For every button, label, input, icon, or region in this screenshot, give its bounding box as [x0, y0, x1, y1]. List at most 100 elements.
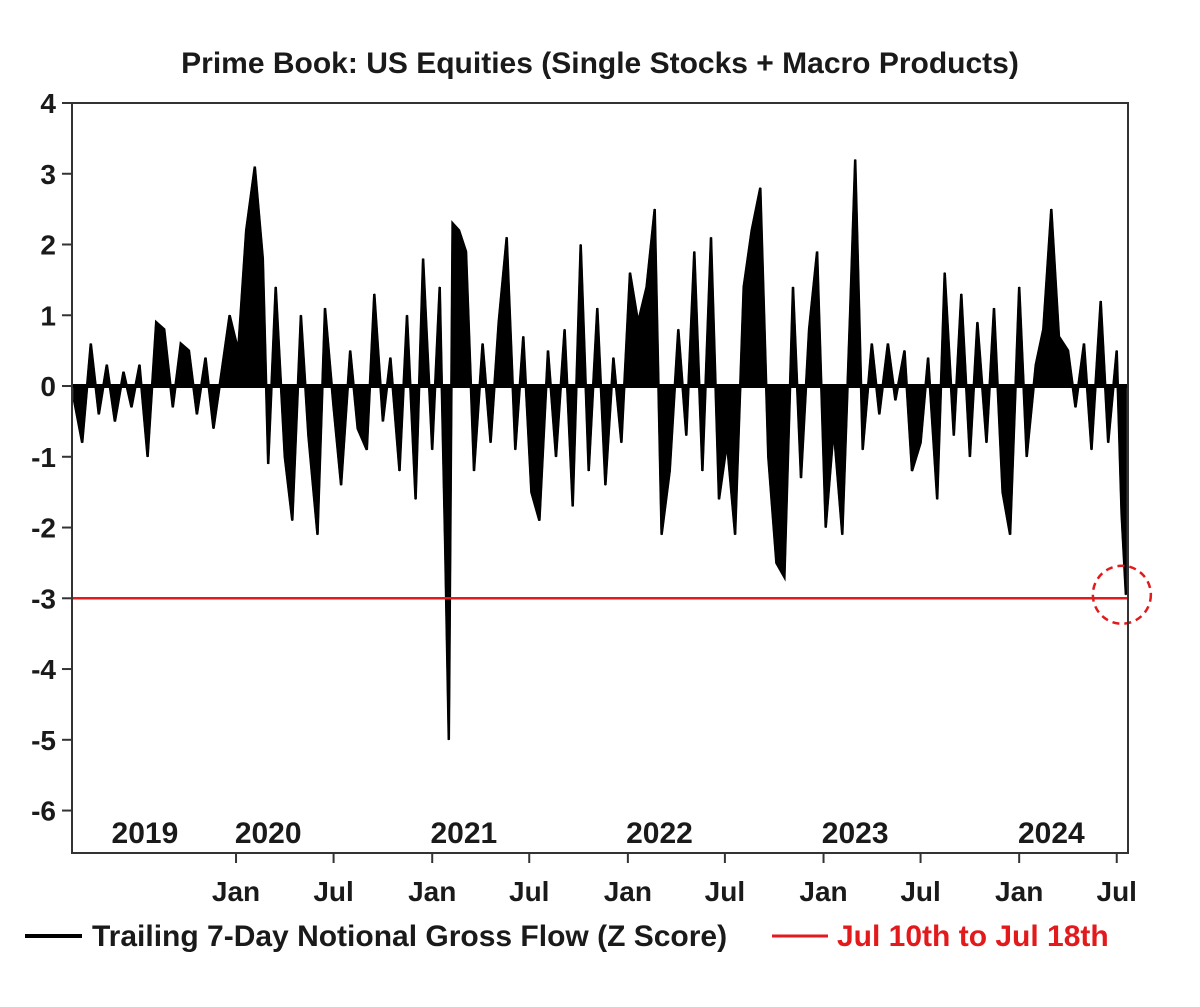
data-point — [131, 406, 132, 408]
legend-label-reference: Jul 10th to Jul 18th — [837, 920, 1109, 953]
plot-frame — [71, 102, 1129, 854]
data-point — [825, 527, 827, 528]
data-point — [90, 343, 92, 345]
data-point — [275, 286, 277, 288]
data-point — [444, 541, 446, 543]
data-point — [646, 286, 648, 288]
data-point — [538, 520, 540, 521]
data-point — [1107, 442, 1109, 444]
data-point — [1091, 449, 1092, 451]
data-point — [878, 413, 880, 415]
data-point — [291, 520, 293, 521]
x-tick-label: Jul — [509, 876, 549, 907]
data-point — [196, 413, 198, 415]
y-tick-label: 1 — [40, 300, 56, 331]
data-point — [685, 435, 687, 436]
data-point — [976, 321, 978, 323]
data-point — [490, 442, 492, 444]
data-point — [262, 258, 264, 260]
x-tick-label: Jan — [604, 876, 652, 907]
data-point — [205, 357, 206, 359]
data-point — [833, 428, 835, 429]
data-point — [1121, 512, 1123, 514]
year-label: 2023 — [822, 817, 889, 850]
data-point — [1002, 491, 1004, 493]
data-point — [406, 314, 408, 316]
data-point — [188, 350, 190, 352]
data-point — [775, 562, 777, 564]
data-point — [1058, 336, 1060, 337]
data-point — [357, 428, 359, 429]
y-tick-label: -3 — [31, 583, 56, 614]
data-point — [612, 357, 614, 359]
data-point — [854, 159, 856, 161]
x-tick-label: Jul — [705, 876, 745, 907]
data-point — [808, 328, 810, 330]
data-point — [1009, 534, 1011, 536]
data-point — [841, 534, 843, 536]
year-label: 2020 — [235, 817, 302, 850]
data-point — [498, 321, 500, 323]
data-point — [759, 187, 761, 189]
chart-title: Prime Book: US Equities (Single Stocks +… — [181, 47, 1019, 80]
data-point — [816, 251, 818, 253]
data-point — [993, 307, 995, 309]
data-point — [366, 449, 368, 451]
data-point — [415, 498, 417, 500]
data-point — [1075, 406, 1076, 408]
data-point — [382, 420, 384, 422]
data-point — [448, 739, 450, 741]
data-point — [439, 286, 441, 288]
data-point — [953, 435, 955, 436]
highlight-circle — [1091, 564, 1153, 625]
data-point — [751, 229, 753, 231]
year-label: 2022 — [626, 817, 693, 850]
data-point — [637, 321, 639, 323]
data-point — [307, 435, 309, 436]
data-point — [349, 350, 351, 352]
data-point — [800, 477, 802, 479]
data-point — [547, 350, 549, 352]
data-point — [894, 399, 896, 401]
data-point — [555, 456, 557, 458]
y-tick-label: 0 — [40, 371, 56, 402]
data-point — [465, 251, 467, 253]
data-point — [155, 321, 157, 323]
data-point — [904, 350, 905, 352]
data-point — [580, 244, 582, 245]
data-point — [482, 343, 484, 345]
data-point — [1100, 300, 1102, 302]
axes: 4 3 2 1 0 -1 -2 -3 -4 -5 -6 Jan Jul Jan Jul Jan Jul Jan Ju… — [31, 88, 1137, 907]
data-point — [237, 350, 239, 352]
data-point — [862, 449, 864, 451]
data-point — [920, 442, 922, 444]
data-point — [1125, 594, 1127, 596]
data-point — [147, 456, 149, 458]
data-point — [572, 505, 574, 507]
data-point — [1018, 286, 1020, 288]
data-point — [324, 307, 326, 309]
data-point — [1067, 350, 1069, 352]
data-point — [936, 498, 938, 500]
data-point — [458, 229, 460, 231]
data-point — [106, 364, 108, 366]
data-point — [960, 293, 962, 295]
x-tick-label: Jan — [995, 876, 1043, 907]
data-point — [284, 456, 286, 458]
data-point — [373, 293, 375, 295]
data-point — [969, 456, 971, 458]
y-tick-label: -1 — [31, 442, 56, 473]
x-tick-label: Jul — [313, 876, 353, 907]
data-point — [701, 470, 703, 472]
data-point — [588, 470, 590, 472]
data-point — [564, 328, 566, 330]
data-point — [792, 286, 794, 288]
x-tick-label: Jan — [799, 876, 847, 907]
data-point — [927, 357, 929, 359]
data-point — [530, 491, 532, 493]
data-point — [669, 470, 671, 472]
data-point — [1050, 208, 1052, 210]
y-tick-label: 3 — [40, 159, 56, 190]
data-point — [677, 328, 679, 330]
